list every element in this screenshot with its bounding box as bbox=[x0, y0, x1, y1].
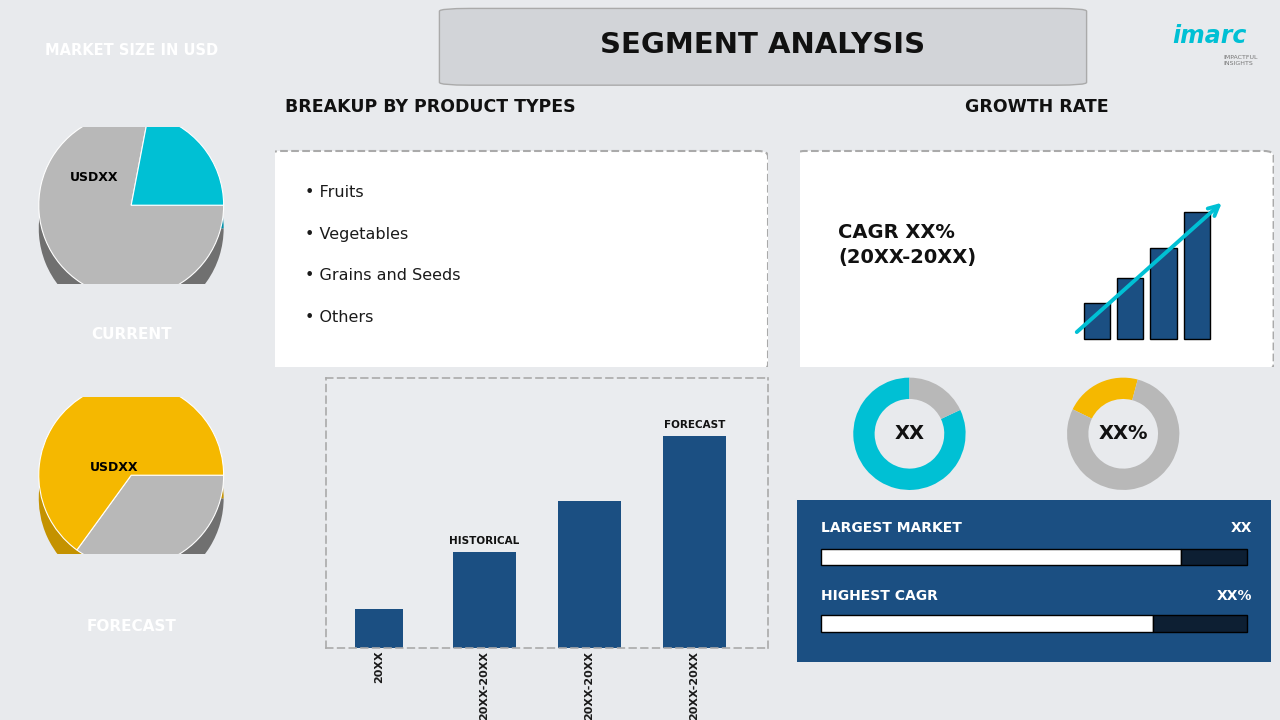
FancyBboxPatch shape bbox=[795, 151, 1274, 370]
FancyBboxPatch shape bbox=[439, 9, 1087, 85]
Wedge shape bbox=[77, 498, 224, 590]
Wedge shape bbox=[38, 113, 224, 297]
Text: BREAKUP BY PRODUCT TYPES: BREAKUP BY PRODUCT TYPES bbox=[285, 99, 576, 117]
Bar bbox=[453, 552, 516, 648]
FancyBboxPatch shape bbox=[1151, 248, 1176, 340]
Text: XX%: XX% bbox=[1216, 589, 1252, 603]
FancyBboxPatch shape bbox=[1152, 616, 1247, 631]
Text: LARGEST MARKET: LARGEST MARKET bbox=[822, 521, 963, 535]
FancyBboxPatch shape bbox=[822, 549, 1181, 565]
Text: XX%: XX% bbox=[1098, 424, 1148, 444]
Text: XX: XX bbox=[895, 424, 924, 444]
Text: HISTORICAL: HISTORICAL bbox=[449, 536, 520, 546]
Text: • Vegetables: • Vegetables bbox=[305, 227, 408, 242]
Text: CAGR XX%
(20XX-20XX): CAGR XX% (20XX-20XX) bbox=[838, 223, 977, 267]
FancyBboxPatch shape bbox=[270, 151, 768, 370]
FancyBboxPatch shape bbox=[1084, 303, 1110, 340]
Text: MARKET SIZE IN USD: MARKET SIZE IN USD bbox=[45, 43, 218, 58]
FancyBboxPatch shape bbox=[1181, 549, 1248, 565]
Bar bbox=[663, 436, 726, 648]
Wedge shape bbox=[38, 136, 224, 320]
Text: FORECAST: FORECAST bbox=[86, 619, 177, 634]
Wedge shape bbox=[131, 138, 224, 228]
Wedge shape bbox=[77, 475, 224, 567]
FancyBboxPatch shape bbox=[1184, 212, 1210, 340]
Text: HIGHEST CAGR: HIGHEST CAGR bbox=[822, 589, 938, 603]
Wedge shape bbox=[38, 383, 224, 550]
Wedge shape bbox=[131, 114, 224, 205]
Text: USDXX: USDXX bbox=[91, 462, 138, 474]
Bar bbox=[558, 501, 621, 648]
Text: imarc: imarc bbox=[1172, 24, 1247, 48]
Wedge shape bbox=[1073, 378, 1138, 418]
FancyBboxPatch shape bbox=[783, 495, 1280, 667]
Bar bbox=[356, 609, 403, 648]
Wedge shape bbox=[854, 377, 965, 490]
Text: CURRENT: CURRENT bbox=[91, 328, 172, 342]
Text: • Others: • Others bbox=[305, 310, 374, 325]
Text: • Fruits: • Fruits bbox=[305, 185, 364, 200]
Text: GROWTH RATE: GROWTH RATE bbox=[965, 99, 1108, 117]
Text: USDXX: USDXX bbox=[70, 171, 119, 184]
Text: • Grains and Seeds: • Grains and Seeds bbox=[305, 269, 461, 283]
Text: IMPACTFUL
INSIGHTS: IMPACTFUL INSIGHTS bbox=[1224, 55, 1258, 66]
Text: SEGMENT ANALYSIS: SEGMENT ANALYSIS bbox=[600, 31, 925, 59]
Text: FORECAST: FORECAST bbox=[664, 420, 724, 430]
FancyBboxPatch shape bbox=[1117, 279, 1143, 340]
Wedge shape bbox=[38, 406, 224, 573]
Wedge shape bbox=[1068, 379, 1179, 490]
FancyBboxPatch shape bbox=[822, 616, 1152, 631]
Wedge shape bbox=[910, 377, 960, 419]
Text: XX: XX bbox=[1230, 521, 1252, 535]
